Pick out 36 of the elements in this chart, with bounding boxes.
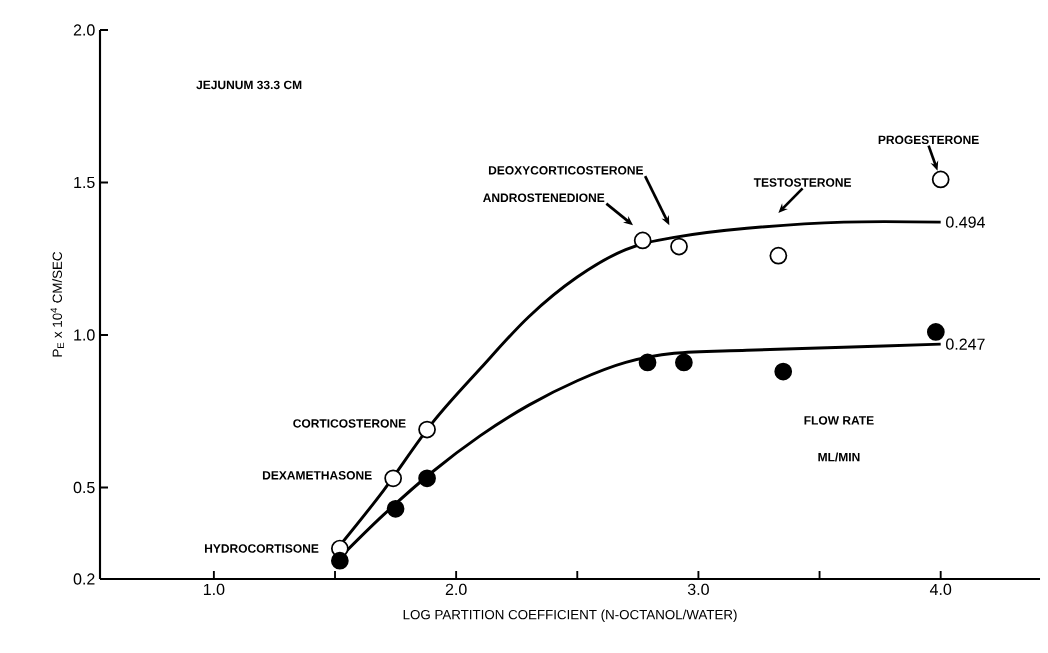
annotation: CORTICOSTERONE bbox=[293, 419, 406, 428]
y-axis-title: P$_{E}$ x 10$^{4}$ CM/SEC bbox=[50, 251, 64, 357]
y-tick-label: 1.0 bbox=[74, 329, 95, 341]
point bbox=[418, 420, 436, 439]
annotation: ANDROSTENEDIONE bbox=[483, 193, 605, 202]
point bbox=[670, 237, 688, 256]
y-tick-label: 2.0 bbox=[73, 24, 95, 36]
y-tick-label: 1.5 bbox=[74, 176, 95, 189]
x-axis-title: LOG PARTITION COEFFICIENT (N-OCTANOL/WATER) bbox=[403, 609, 737, 622]
point bbox=[769, 246, 788, 265]
series-label: 0.494 bbox=[946, 216, 985, 228]
y-tick-label: 0.5 bbox=[73, 481, 95, 494]
point bbox=[384, 469, 403, 488]
annotation: FLOW RATE bbox=[804, 416, 874, 425]
x-tick-label: 4.0 bbox=[929, 583, 952, 596]
point bbox=[926, 323, 945, 341]
point bbox=[638, 353, 657, 372]
annotation: TESTOSTERONE bbox=[753, 178, 852, 187]
point bbox=[386, 499, 405, 518]
y-tick-label: 0.2 bbox=[73, 573, 95, 585]
annotation: DEOXYCORTICOSTERONE bbox=[488, 166, 644, 175]
annotation: JEJUNUM 33.3 CM bbox=[196, 80, 302, 90]
point bbox=[418, 469, 436, 488]
point bbox=[774, 362, 793, 381]
point bbox=[931, 170, 950, 189]
point bbox=[675, 353, 693, 372]
annotation: PROGESTERONE bbox=[878, 135, 979, 145]
x-tick-label: 2.0 bbox=[445, 583, 467, 596]
annotation: DEXAMETHASONE bbox=[262, 471, 372, 480]
series-label: 0.247 bbox=[946, 338, 985, 350]
point bbox=[330, 551, 349, 570]
annotation: HYDROCORTISONE bbox=[204, 544, 319, 553]
x-tick-label: 1.0 bbox=[203, 583, 225, 596]
annotation: ML/MIN bbox=[818, 452, 860, 462]
point bbox=[633, 231, 652, 250]
x-tick-label: 3.0 bbox=[687, 583, 709, 596]
